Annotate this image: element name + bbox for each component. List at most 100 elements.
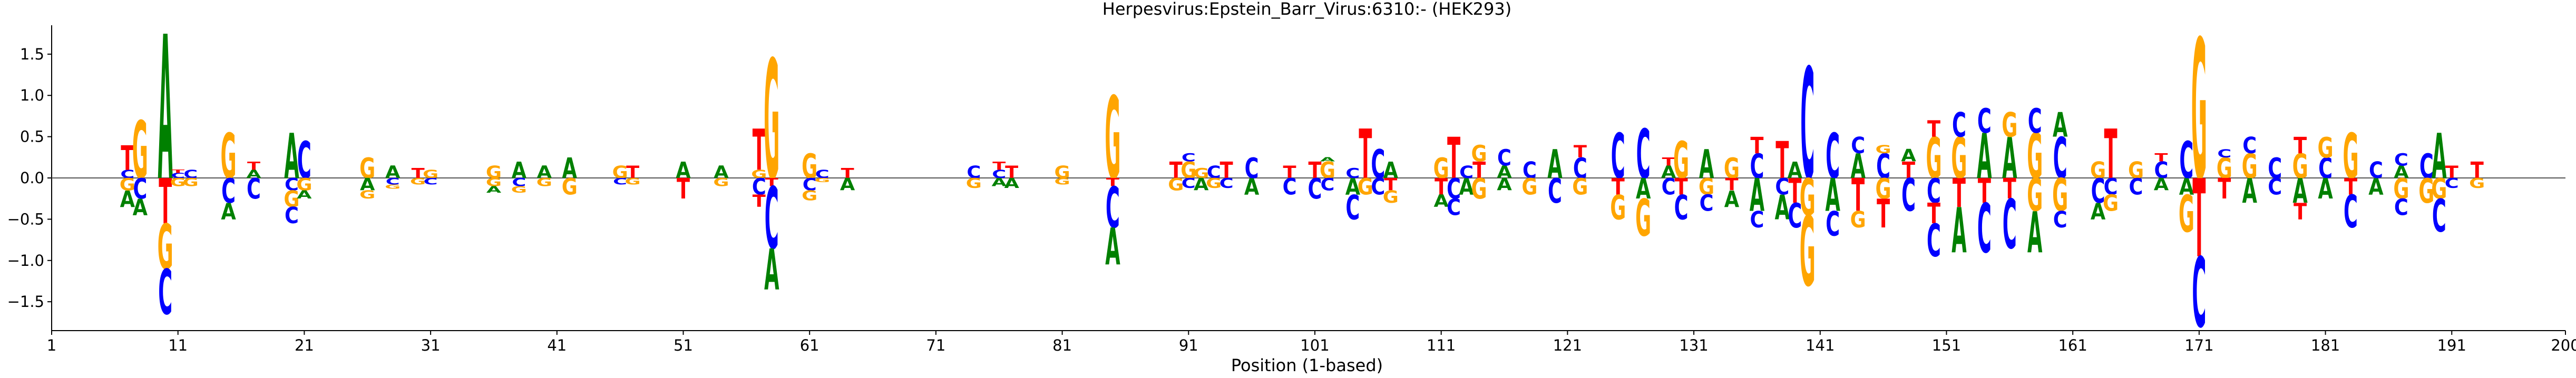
logo-letter-A: A [2368,174,2383,200]
logo-letter-G: G [158,211,173,284]
logo-letter-A: A [2394,163,2409,182]
logo-letter-C: C [1219,176,1234,191]
x-tick-label: 131 [1679,336,1708,354]
logo-letter-G: G [284,186,299,212]
logo-letter-T: T [1927,197,1941,230]
logo-letter-G: G [1358,174,1373,200]
logo-letter-A: A [2432,121,2447,193]
logo-letter-C: C [171,172,185,180]
logo-letter-C: C [2268,152,2282,185]
logo-letter-A: A [840,175,855,195]
logo-letter-G: G [2343,121,2358,193]
logo-letter-A: A [1497,175,1512,195]
logo-letter-A: A [512,157,526,183]
y-tick-label: 0.5 [20,128,44,146]
logo-letter-C: C [1548,172,1562,211]
logo-letter-T: T [1472,157,1486,183]
logo-letter-T: T [1953,170,1966,216]
logo-letter-A: A [120,186,135,212]
logo-letter-A: A [297,188,312,202]
logo-letter-G: G [966,176,982,191]
logo-letter-C: C [1927,172,1941,211]
logo-letter-T: T [2192,157,2206,282]
logo-letter-G: G [2128,157,2144,183]
logo-letter-T: T [1220,157,1234,183]
logo-letter-C: C [1826,121,1840,193]
logo-letter-C: C [815,168,830,181]
logo-letter-C: C [512,176,526,189]
logo-letter-C: C [2179,131,2193,190]
logo-letter-C: C [2432,190,2446,243]
logo-letter-G: G [1383,187,1399,207]
logo-letter-C: C [2217,147,2231,161]
logo-letter-A: A [1345,174,1360,200]
logo-letter-C: C [158,256,172,329]
logo-letter-T: T [2003,172,2017,205]
logo-letter-T: T [1775,131,1789,190]
logo-letter-G: G [2027,169,2043,222]
logo-letter-T: T [1283,163,1297,182]
logo-letter-A: A [1901,146,1916,166]
logo-letter-C: C [1207,163,1221,182]
logo-letter-C: C [1662,174,1676,200]
logo-letter-C: C [1952,106,1966,145]
logo-letter-C: C [2192,238,2206,350]
logo-letter-G: G [562,174,578,200]
logo-letter-A: A [1320,156,1335,163]
logo-letter-C: C [1106,175,1120,241]
logo-letter-G: G [1168,175,1184,195]
logo-letter-A: A [158,0,173,225]
logo-letter-C: C [2053,207,2067,233]
logo-letter-T: T [677,172,690,205]
logo-letter-G: G [511,184,527,195]
logo-letter-G: G [1055,176,1070,186]
logo-letter-C: C [1788,196,1802,236]
logo-letter-C: C [297,131,311,190]
logo-letter-T: T [2154,151,2168,164]
logo-letter-C: C [133,172,147,205]
logo-letter-C: C [1320,175,1334,195]
x-tick-label: 41 [547,336,567,354]
logo-letter-C: C [2419,147,2434,186]
logo-letter-C: C [2369,157,2383,183]
logo-letter-G: G [2217,152,2232,185]
logo-letter-T: T [1788,172,1801,211]
x-tick-label: 171 [2184,336,2213,354]
logo-letter-T: T [159,166,172,238]
logo-letter-A: A [714,163,729,182]
x-tick-label: 151 [1932,336,1961,354]
logo-letter-C: C [1308,172,1322,205]
logo-letter-C: C [1447,172,1461,205]
logo-letter-A: A [360,175,375,195]
logo-letter-T: T [2294,199,2307,225]
logo-letter-C: C [752,174,766,200]
logo-letter-T: T [753,117,766,183]
logo-letter-G: G [713,176,729,189]
logo-letter-C: C [2268,174,2282,200]
logo-letter-T: T [1851,169,1865,222]
logo-letter-T: T [412,166,425,181]
logo-letter-C: C [1245,152,1259,185]
logo-letter-T: T [1612,174,1625,200]
logo-letter-A: A [1775,188,1790,227]
logo-letter-C: C [386,176,400,186]
logo-letter-T: T [1435,174,1448,200]
logo-letter-G: G [2292,147,2308,186]
x-tick-label: 51 [674,336,693,354]
logo-letter-G: G [1206,176,1222,191]
logo-letter-G: G [359,152,375,185]
logo-letter-C: C [1497,145,1511,171]
x-tick-label: 31 [421,336,441,354]
logo-letter-G: G [296,175,312,195]
logo-letter-C: C [2003,186,2017,265]
logo-letter-G: G [486,176,502,189]
logo-letter-C: C [803,175,817,195]
logo-letter-A: A [133,195,148,221]
logo-letter-C: C [2318,152,2333,185]
logo-letter-G: G [1471,141,1487,167]
logo-letter-G: G [1320,157,1335,183]
logo-letter-C: C [183,168,198,181]
logo-letter-G: G [1471,172,1487,205]
logo-letter-C: C [1459,163,1474,182]
